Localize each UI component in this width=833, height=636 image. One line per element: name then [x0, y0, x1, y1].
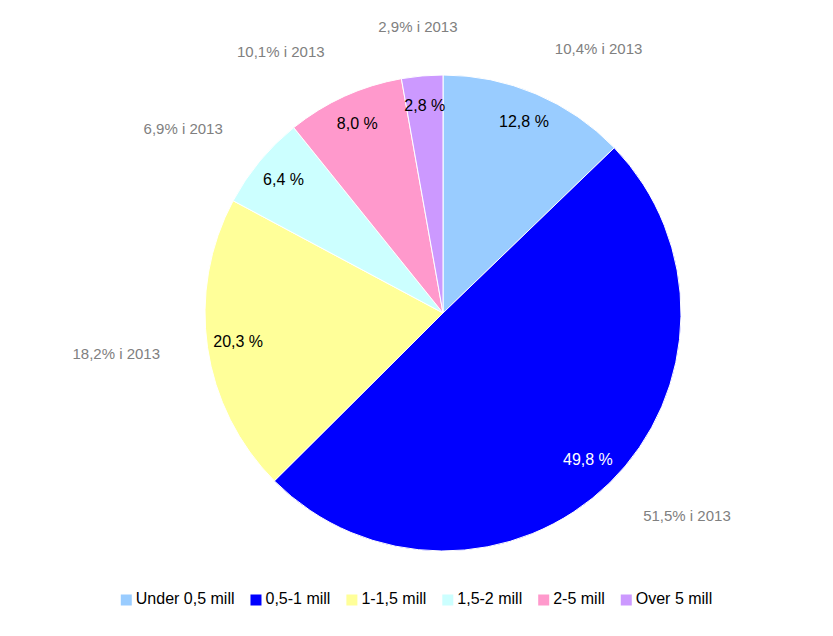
- data-label: 2,8 %: [404, 97, 445, 114]
- annotation: 10,4% i 2013: [555, 40, 643, 57]
- data-label: 12,8 %: [499, 113, 549, 130]
- annotation: 6,9% i 2013: [144, 120, 223, 137]
- legend-swatch: [121, 595, 132, 606]
- legend-label: 0,5-1 mill: [265, 590, 330, 607]
- legend-label: 1-1,5 mill: [361, 590, 426, 607]
- chart: 12,8 % 10,4% i 2013 49,8 % 51,5% i 2013 20,3…: [0, 0, 833, 636]
- annotation: 51,5% i 2013: [643, 507, 731, 524]
- annotation: 18,2% i 2013: [72, 345, 160, 362]
- legend: Under 0,5 mill 0,5-1 mill 1-1,5 mill 1,5-2 …: [121, 590, 712, 607]
- labels: 12,8 % 10,4% i 2013 49,8 % 51,5% i 2013 20,3…: [72, 18, 730, 524]
- legend-label: Over 5 mill: [636, 590, 712, 607]
- legend-label: 1,5-2 mill: [457, 590, 522, 607]
- data-label: 49,8 %: [563, 451, 613, 468]
- annotation: 10,1% i 2013: [237, 43, 325, 60]
- legend-swatch: [621, 595, 632, 606]
- data-label: 8,0 %: [337, 115, 378, 132]
- legend-swatch: [346, 595, 357, 606]
- legend-swatch: [442, 595, 453, 606]
- legend-label: Under 0,5 mill: [136, 590, 235, 607]
- data-label: 6,4 %: [263, 171, 304, 188]
- legend-swatch: [250, 595, 261, 606]
- legend-swatch: [538, 595, 549, 606]
- slices: [205, 75, 681, 551]
- annotation: 2,9% i 2013: [378, 18, 457, 35]
- legend-label: 2-5 mill: [553, 590, 605, 607]
- data-label: 20,3 %: [213, 333, 263, 350]
